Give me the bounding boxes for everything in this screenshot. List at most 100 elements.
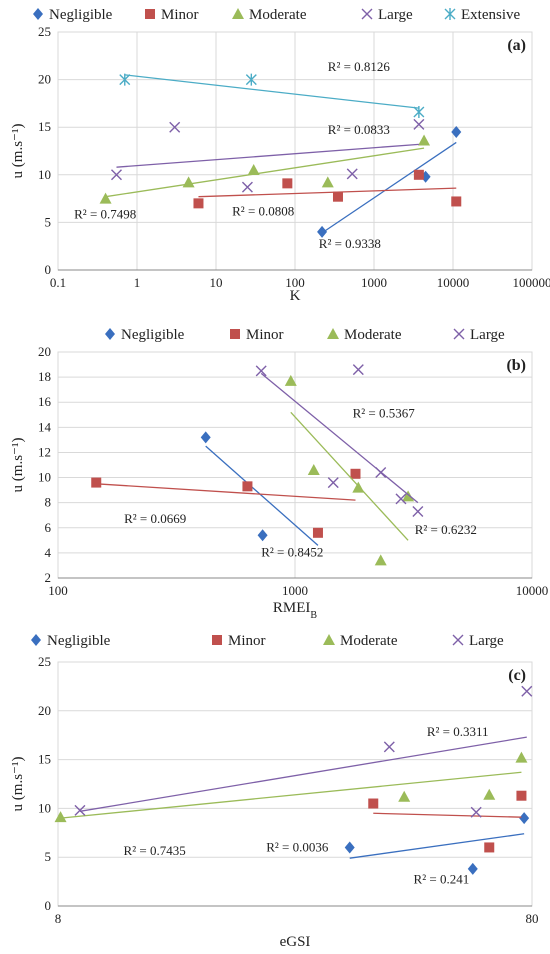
chart-a-series-moderate <box>99 134 431 204</box>
chart-b: 2 4 6 8 10 12 14 16 18 20 100 1000 10000 RMEIB u (m.s⁻… <box>0 318 550 628</box>
chart-a-ytick-label: 0 <box>45 262 52 277</box>
chart-a-point-large <box>169 121 181 133</box>
chart-a-point-large <box>346 168 358 180</box>
chart-b-legend-moderate: Moderate <box>344 327 402 343</box>
chart-c-point-moderate <box>54 811 67 823</box>
chart-c-point-large <box>470 806 482 818</box>
chart-a-xlabel: K <box>290 288 301 304</box>
chart-c-point-moderate <box>483 788 496 800</box>
chart-c-series-large <box>74 685 533 818</box>
chart-a-xtick-label: 0.1 <box>50 275 66 290</box>
chart-b-point-negligible <box>257 529 268 542</box>
chart-a-legend-negligible: Negligible <box>49 7 113 23</box>
chart-b-trendline-negligible <box>205 445 319 546</box>
chart-c-ytick-label: 25 <box>38 654 51 669</box>
chart-a-trendline-extensive <box>124 74 419 109</box>
chart-a-trendline-large <box>116 143 419 168</box>
chart-b-point-large <box>255 365 267 377</box>
chart-a-point-negligible <box>317 225 328 238</box>
chart-b-legend: Negligible Minor Moderate Large <box>105 327 505 343</box>
chart-b-r2-negligible: R² = 0.8452 <box>261 545 323 560</box>
chart-a-series-negligible <box>317 125 462 238</box>
chart-b-r2-large: R² = 0.5367 <box>353 405 416 420</box>
chart-c-xlabel: eGSI <box>280 934 311 950</box>
chart-a-legend-marker-large <box>361 8 373 20</box>
chart-c-series-negligible <box>344 812 530 875</box>
chart-b-ytick-label: 4 <box>45 545 52 560</box>
chart-b-legend-marker-negligible <box>105 328 115 340</box>
chart-a-point-extensive <box>119 73 131 86</box>
chart-c-xtick-label: 80 <box>526 911 539 926</box>
chart-a-ytick-label: 25 <box>38 24 51 39</box>
chart-c-point-negligible <box>467 862 478 875</box>
chart-c-panel-label: (c) <box>508 667 526 684</box>
chart-b-point-minor <box>350 468 361 479</box>
chart-b-point-large <box>327 477 339 489</box>
chart-a-series-large <box>110 118 425 193</box>
chart-b-r2-moderate: R² = 0.6232 <box>415 522 477 537</box>
chart-b-ytick-label: 12 <box>38 444 51 459</box>
chart-a-point-moderate <box>418 134 431 146</box>
chart-b-series-negligible <box>200 431 319 546</box>
chart-a-ytick-label: 5 <box>45 214 52 229</box>
chart-b-xtick-label: 100 <box>48 583 68 598</box>
chart-c-point-negligible <box>344 841 355 854</box>
chart-c-svg: 0 5 10 15 20 25 8 80 eGSI u (m.s⁻¹) (c) R² = 0.241 R… <box>10 633 539 950</box>
chart-b-legend-negligible: Negligible <box>121 327 185 343</box>
chart-a-r2-large: R² = 0.0833 <box>328 122 390 137</box>
chart-b-series-minor <box>91 468 361 538</box>
chart-a-point-minor <box>332 191 343 202</box>
chart-a-legend-large: Large <box>378 7 413 23</box>
chart-a-point-negligible <box>451 125 462 138</box>
chart-c-series-moderate <box>54 751 528 823</box>
chart-a-panel-label: (a) <box>507 37 526 54</box>
chart-c-r2-large: R² = 0.3311 <box>427 724 489 739</box>
chart-a-xtick-label: 1 <box>134 275 141 290</box>
chart-c-ytick-label: 15 <box>38 752 51 767</box>
chart-b-xtick-label: 1000 <box>282 583 308 598</box>
chart-a-xtick-label: 100 <box>285 275 305 290</box>
chart-a-point-moderate <box>182 176 195 188</box>
chart-b-ytick-label: 16 <box>38 394 52 409</box>
chart-a-r2-moderate: R² = 0.7498 <box>74 207 136 222</box>
chart-a-point-minor <box>193 198 204 209</box>
chart-c-ytick-label: 10 <box>38 800 51 815</box>
chart-a-point-minor <box>282 178 293 189</box>
chart-b-point-minor <box>242 481 253 492</box>
chart-a-point-large <box>110 169 122 181</box>
chart-a-legend: Negligible Minor Moderate Large Extensive <box>33 7 520 23</box>
chart-a-point-large <box>413 118 425 130</box>
chart-a-r2-extensive: R² = 0.8126 <box>328 59 391 74</box>
chart-c-legend-negligible: Negligible <box>47 633 111 649</box>
chart-a-xtick-label: 10 <box>210 275 223 290</box>
chart-b-point-moderate <box>284 374 297 386</box>
chart-a-legend-marker-minor <box>145 9 155 19</box>
chart-a-legend-moderate: Moderate <box>249 7 307 23</box>
chart-b-point-moderate <box>374 554 387 566</box>
chart-b-point-large <box>395 493 407 505</box>
chart-b-ytick-label: 2 <box>45 570 52 585</box>
chart-a-xtick-label: 100000 <box>513 275 550 290</box>
chart-a-legend-marker-moderate <box>232 8 244 19</box>
chart-a-r2-negligible: R² = 0.9338 <box>319 236 381 251</box>
chart-a-ytick-label: 10 <box>38 167 51 182</box>
chart-b-ytick-label: 8 <box>45 495 52 510</box>
chart-b-legend-marker-moderate <box>327 328 339 339</box>
chart-a-r2-minor: R² = 0.0808 <box>232 204 294 219</box>
chart-a-grid <box>57 31 533 271</box>
chart-b-trendline-moderate <box>290 411 409 541</box>
chart-a-legend-marker-extensive <box>444 8 456 20</box>
chart-c-ylabel: u (m.s⁻¹) <box>10 757 26 812</box>
chart-c-r2-negligible: R² = 0.241 <box>414 872 470 887</box>
chart-c-legend-marker-minor <box>212 635 222 645</box>
chart-a-series-extensive <box>119 73 425 118</box>
chart-c-legend-marker-large <box>452 634 464 646</box>
chart-a-ylabel: u (m.s⁻¹) <box>10 124 26 179</box>
chart-c-trendline-negligible <box>349 833 525 859</box>
chart-b-point-minor <box>91 477 102 488</box>
chart-b-point-large <box>412 505 424 517</box>
chart-a-series-minor <box>193 169 462 209</box>
chart-b-ytick-label: 6 <box>45 520 52 535</box>
chart-c-legend: Negligible Minor Moderate Large <box>31 633 504 649</box>
chart-b-legend-large: Large <box>470 327 505 343</box>
